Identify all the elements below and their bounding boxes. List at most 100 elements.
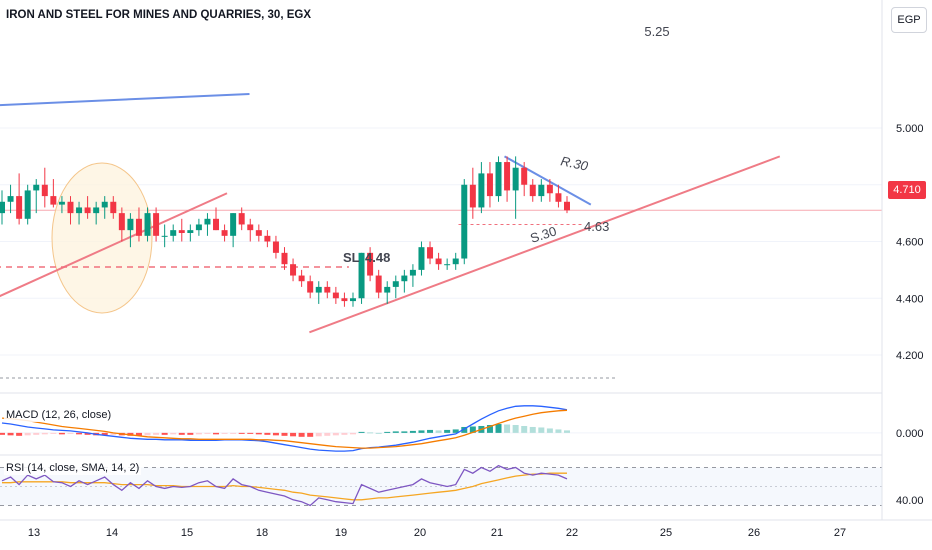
top-level-annotation: 5.25: [644, 24, 669, 39]
chart-title: IRON AND STEEL FOR MINES AND QUARRIES, 3…: [6, 9, 312, 21]
time-tick-label: 21: [491, 527, 503, 539]
candle-body: [127, 218, 134, 231]
macd-histogram-bar: [444, 429, 451, 433]
macd-histogram-bar: [264, 432, 271, 435]
macd-line: [1, 405, 568, 452]
macd-histogram-bar: [392, 431, 399, 433]
candle-body: [307, 281, 314, 293]
macd-histogram-bar: [401, 431, 408, 433]
candle-body: [469, 184, 476, 208]
macd-histogram-bar: [367, 432, 374, 434]
macd-histogram-bar: [16, 432, 23, 436]
chart-drawings: [0, 92, 781, 334]
candle-body: [255, 230, 262, 236]
rsi-ma-line: [2, 472, 567, 501]
candle-body: [461, 184, 468, 259]
candle-body: [84, 207, 91, 214]
candle-body: [221, 230, 228, 236]
macd-histogram-bar: [76, 432, 83, 435]
macd-histogram-bar: [33, 432, 40, 435]
candle-body: [564, 201, 570, 211]
candle-body: [512, 167, 519, 191]
currency-button[interactable]: EGP: [891, 7, 927, 33]
candle-body: [401, 275, 408, 282]
candle-body: [427, 247, 434, 259]
candle-body: [118, 213, 125, 231]
macd-histogram-bar: [204, 432, 211, 434]
candle-body: [444, 264, 451, 266]
macd-histogram-bar: [298, 432, 305, 437]
macd-histogram-bar: [315, 432, 322, 437]
macd-signal-line: [1, 409, 568, 449]
candle-body: [290, 264, 297, 276]
candle-body: [555, 193, 562, 202]
candle-body: [546, 184, 553, 194]
upper-trend-line: [0, 92, 250, 107]
macd-histogram-bar: [495, 424, 502, 433]
candle-body: [495, 162, 502, 197]
candle-body: [195, 224, 202, 231]
time-tick-label: 15: [181, 527, 193, 539]
rsi-line: [1, 464, 568, 507]
candle-body: [153, 213, 160, 236]
current-price-badge: 4.710: [888, 181, 926, 199]
macd-histogram-bar: [529, 426, 536, 433]
candle-body: [349, 298, 356, 302]
candle-body: [409, 269, 416, 276]
macd-histogram-bar: [358, 431, 365, 433]
time-tick-label: 18: [256, 527, 268, 539]
rsi-label[interactable]: RSI (14, close, SMA, 14, 2): [4, 461, 142, 475]
candle-body: [281, 252, 288, 265]
macd-histogram-bar: [341, 432, 348, 435]
macd-histogram-bar: [332, 432, 339, 436]
macd-histogram-bar: [221, 432, 228, 434]
macd-histogram-bar: [272, 432, 279, 436]
macd-histogram-bar: [307, 432, 314, 437]
candle-body: [264, 235, 271, 242]
candle-body: [144, 213, 151, 236]
macd-histogram-bar: [213, 432, 220, 435]
candle-body: [41, 184, 48, 197]
rsi-axis-label: 40.00: [896, 495, 924, 507]
support-level-annotation: 4.63: [584, 219, 609, 234]
macd-histogram-bar: [281, 432, 288, 436]
macd-histogram-bar: [324, 432, 331, 436]
macd-histogram-bar: [153, 432, 160, 435]
macd-histogram-bar: [84, 432, 91, 435]
macd-histogram-bar: [452, 429, 459, 433]
candle-body: [135, 218, 142, 236]
macd-histogram-bar: [50, 432, 57, 434]
candle-body: [170, 230, 177, 236]
candle-body: [101, 201, 108, 208]
macd-histogram-bar: [195, 432, 202, 435]
macd-histogram-bar: [187, 432, 194, 435]
macd-histogram-bar: [255, 432, 262, 435]
macd-histogram-bar: [101, 432, 108, 436]
candle-body: [358, 252, 365, 299]
macd-histogram-bar: [418, 430, 425, 433]
candle-body: [272, 241, 279, 253]
macd-histogram-bar: [486, 425, 493, 433]
macd-histogram-bar: [521, 425, 528, 433]
time-tick-label: 20: [414, 527, 426, 539]
macd-histogram-bar: [546, 428, 553, 433]
macd-histogram-bar: [512, 425, 519, 433]
resistance-annotation: R.30: [559, 153, 590, 174]
candle-body: [16, 196, 23, 219]
time-tick-label: 22: [566, 527, 578, 539]
macd-histogram-bar: [110, 432, 117, 435]
macd-histogram-bar: [435, 430, 442, 433]
candle-body: [213, 218, 220, 231]
stop-prefix-annotation: SL: [343, 250, 360, 265]
price-tick-label: 4.200: [896, 350, 924, 362]
macd-histogram-bar: [161, 432, 168, 435]
macd-label[interactable]: MACD (12, 26, close): [4, 408, 114, 422]
price-tick-label: 4.400: [896, 293, 924, 305]
candle-body: [161, 235, 168, 237]
macd-histogram-bar: [375, 432, 382, 434]
macd-histogram-bar: [247, 432, 254, 434]
price-tick-label: 4.600: [896, 237, 924, 249]
candle-body: [367, 252, 374, 276]
macd-histogram-bar: [555, 429, 562, 433]
